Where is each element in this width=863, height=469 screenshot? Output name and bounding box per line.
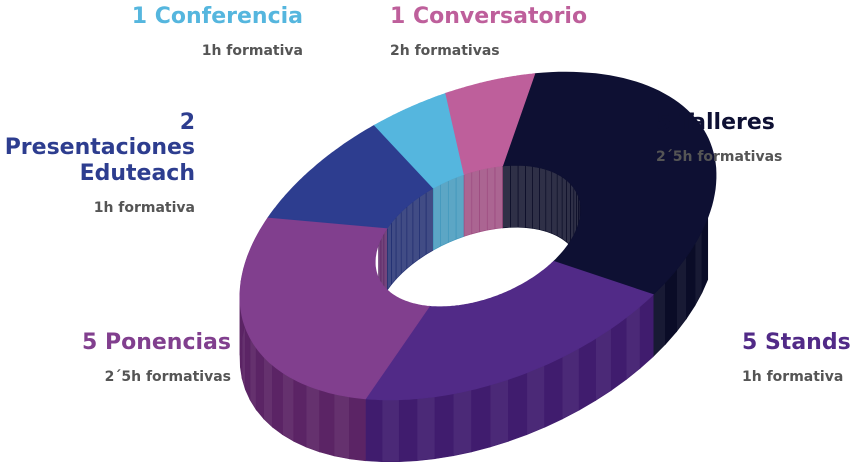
inner-wall-5-talleres [561, 176, 567, 243]
label-ponencias: 5 Ponencias 2´5h formativas [82, 330, 231, 385]
inner-wall-2-presentaciones-eduteach [391, 216, 397, 286]
side-wall-5-ponencias [255, 346, 264, 420]
label-conversatorio: 1 Conversatorio 2h formativas [390, 4, 587, 59]
side-wall-5-ponencias [293, 378, 307, 448]
inner-wall-2-presentaciones-eduteach [400, 205, 408, 275]
label-talleres: 5 Talleres 2´5h formativas [656, 110, 782, 165]
inner-wall-2-presentaciones-eduteach [412, 196, 420, 265]
label-stands-name: 5 Stands [742, 330, 851, 355]
inner-wall-5-talleres [556, 173, 563, 240]
inner-wall-1-conversatorio [494, 165, 503, 230]
inner-wall-2-presentaciones-eduteach [425, 187, 434, 255]
side-wall-5-stands [508, 372, 528, 442]
side-wall-5-stands [416, 396, 436, 462]
side-wall-5-ponencias [319, 389, 335, 457]
label-stands-detail: 1h formativa [742, 369, 844, 386]
inner-wall-5-talleres [525, 165, 533, 229]
side-wall-5-ponencias [282, 372, 295, 442]
side-wall-5-stands [489, 378, 509, 448]
side-wall-5-ponencias [245, 327, 251, 401]
inner-wall-1-conversatorio [471, 169, 480, 235]
label-presentaciones: 2 Presentaciones Eduteach 1h formativa [0, 110, 195, 216]
side-wall-5-ponencias [349, 396, 366, 462]
side-wall-5-ponencias [249, 336, 257, 411]
inner-wall-5-talleres [545, 168, 553, 234]
label-presentaciones-name-line1: 2 Presentaciones [4, 110, 195, 161]
side-wall-5-stands [610, 316, 627, 391]
inner-wall-5-talleres [566, 179, 571, 247]
inner-wall-1-conversatorio [479, 167, 488, 233]
side-wall-5-stands [625, 305, 641, 381]
inner-wall-5-talleres [539, 167, 547, 232]
label-presentaciones-name-line2: Eduteach [79, 160, 195, 186]
inner-wall-2-presentaciones-eduteach [419, 191, 427, 260]
label-presentaciones-detail: 1h formativa [93, 199, 195, 216]
side-wall-5-stands [434, 393, 454, 460]
inner-wall-5-talleres [502, 165, 511, 229]
inner-wall-1-conversatorio [463, 171, 473, 237]
label-talleres-name: 5 Talleres [656, 110, 775, 135]
side-wall-5-stands [578, 337, 596, 411]
donut-sides [239, 216, 709, 463]
side-wall-5-stands [452, 389, 472, 457]
side-wall-5-stands [639, 293, 654, 369]
donut-top [239, 71, 717, 401]
inner-wall-5-talleres [510, 164, 519, 228]
inner-wall-1-conferencia [432, 183, 441, 251]
side-wall-5-stands [471, 384, 491, 453]
label-talleres-detail: 2´5h formativas [656, 149, 783, 166]
inner-wall-1-conferencia [447, 176, 457, 244]
inner-wall-2-presentaciones-eduteach [387, 221, 392, 291]
label-conversatorio-name: 1 Conversatorio [390, 4, 588, 29]
slice-1-conversatorio [445, 73, 536, 175]
inner-wall-1-conferencia [440, 180, 449, 247]
side-wall-5-stands [561, 347, 580, 420]
label-stands: 5 Stands 1h formativa [742, 330, 851, 385]
side-wall-5-ponencias [305, 384, 320, 453]
side-wall-5-stands [595, 327, 612, 402]
side-wall-5-stands [526, 364, 545, 436]
label-ponencias-detail: 2´5h formativas [104, 369, 231, 386]
side-wall-5-stands [544, 356, 563, 428]
inner-wall-5-talleres [551, 170, 558, 237]
inner-wall-2-presentaciones-eduteach [406, 201, 414, 270]
label-conferencia-name: 1 Conferencia [131, 4, 303, 29]
side-wall-5-ponencias [263, 356, 273, 428]
inner-wall-5-ponencias [383, 226, 388, 297]
inner-wall-5-talleres [532, 166, 540, 230]
side-wall-5-ponencias [333, 393, 350, 460]
inner-wall-5-talleres [517, 164, 526, 228]
side-wall-5-stands [381, 399, 400, 463]
label-conferencia-detail: 1h formativa [201, 43, 303, 60]
label-conferencia: 1 Conferencia 1h formativa [132, 4, 303, 59]
inner-wall-1-conversatorio [486, 166, 496, 231]
side-wall-5-ponencias [272, 364, 283, 436]
label-conversatorio-detail: 2h formativas [390, 43, 500, 60]
side-wall-5-stands [398, 398, 418, 463]
label-ponencias-name: 5 Ponencias [82, 330, 231, 355]
inner-wall-2-presentaciones-eduteach [395, 211, 402, 280]
inner-wall-1-conferencia [455, 173, 465, 240]
side-wall-5-stands [365, 398, 383, 463]
